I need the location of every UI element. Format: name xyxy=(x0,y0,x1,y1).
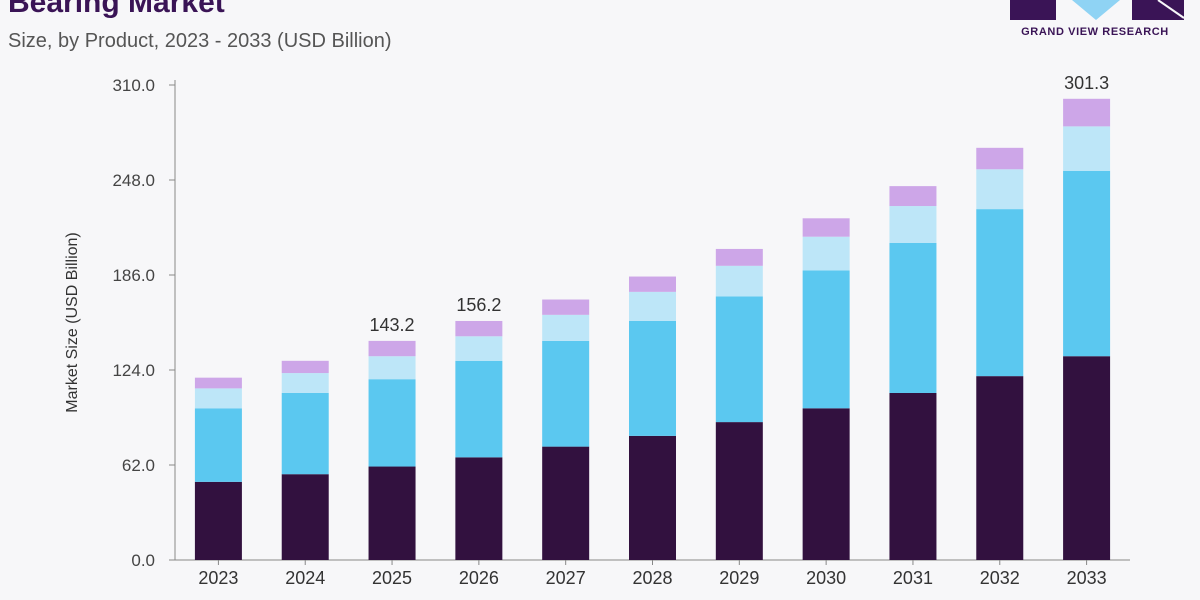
bar-segment-2029-s3 xyxy=(715,265,763,297)
brand-name: GRAND VIEW RESEARCH xyxy=(1021,26,1169,38)
bar-segment-2025-s3 xyxy=(368,356,416,380)
bar-segment-2028-s2 xyxy=(629,320,676,436)
bar-segment-2026-s1 xyxy=(455,457,503,560)
x-tick-label: 2031 xyxy=(893,568,933,588)
data-label-2026: 156.2 xyxy=(456,295,501,315)
bar-segment-2029-s4 xyxy=(715,248,763,266)
bar-segment-2024-s2 xyxy=(281,392,329,475)
chart-title: Bearing Market xyxy=(8,0,225,19)
bar-segment-2031-s2 xyxy=(889,242,937,393)
bar-segment-2027-s1 xyxy=(542,446,590,560)
bar-segment-2026-s2 xyxy=(455,360,503,458)
y-tick-label: 310.0 xyxy=(112,76,155,95)
x-tick-label: 2033 xyxy=(1067,568,1107,588)
bar-segment-2023-s4 xyxy=(194,377,242,389)
chart-axes: 0.0 62.0 124.0 186.0 248.0 310.0 Market Size (… xyxy=(64,76,1130,588)
grand-view-research-logo-icon xyxy=(1010,0,1185,20)
bar-segment-2027-s3 xyxy=(542,314,590,341)
bar-segment-2032-s1 xyxy=(976,376,1024,560)
bar-segment-2029-s1 xyxy=(715,422,763,560)
x-tick-label: 2029 xyxy=(719,568,759,588)
bar-segment-2033-s1 xyxy=(1063,356,1111,560)
bar-segment-2025-s1 xyxy=(368,466,416,560)
bar-segment-2030-s1 xyxy=(802,408,850,560)
y-axis-label: Market Size (USD Billion) xyxy=(64,232,81,412)
bar-segment-2023-s1 xyxy=(194,481,242,560)
bar-segment-2028-s1 xyxy=(629,435,676,560)
data-label-2033: 301.3 xyxy=(1064,73,1109,93)
bar-segment-2027-s4 xyxy=(542,299,590,315)
x-tick-label: 2023 xyxy=(198,568,238,588)
data-label-2025: 143.2 xyxy=(370,315,415,335)
x-tick-label: 2028 xyxy=(632,568,672,588)
bar-segment-2024-s3 xyxy=(281,373,329,393)
bar-segment-2025-s2 xyxy=(368,379,416,467)
chart-labels: 143.2 156.2 301.3 xyxy=(370,73,1110,335)
x-tick-label: 2030 xyxy=(806,568,846,588)
x-tick-label: 2032 xyxy=(980,568,1020,588)
y-tick-label: 248.0 xyxy=(112,171,155,190)
bar-segment-2023-s3 xyxy=(194,388,242,409)
x-tick-label: 2025 xyxy=(372,568,412,588)
y-tick-label: 0.0 xyxy=(131,551,155,570)
bar-segment-2032-s4 xyxy=(976,147,1024,170)
x-tick-label: 2024 xyxy=(285,568,325,588)
chart-bars xyxy=(194,98,1111,560)
bar-segment-2033-s2 xyxy=(1063,170,1111,357)
bar-segment-2030-s4 xyxy=(802,218,850,237)
bar-segment-2024-s1 xyxy=(281,474,329,560)
bar-segment-2027-s2 xyxy=(542,340,590,447)
x-tick-label: 2027 xyxy=(546,568,586,588)
bar-segment-2028-s3 xyxy=(629,291,676,321)
bar-segment-2030-s2 xyxy=(802,270,850,409)
y-tick-label: 62.0 xyxy=(122,456,155,475)
bar-segment-2031-s4 xyxy=(889,186,937,207)
bar-segment-2031-s3 xyxy=(889,206,937,243)
y-tick-label: 186.0 xyxy=(112,266,155,285)
chart-subtitle: Size, by Product, 2023 - 2033 (USD Billi… xyxy=(8,30,392,52)
bar-segment-2031-s1 xyxy=(889,392,937,560)
bar-segment-2032-s2 xyxy=(976,209,1024,377)
bar-segment-2024-s4 xyxy=(281,360,329,374)
y-tick-label: 124.0 xyxy=(112,361,155,380)
bar-segment-2023-s2 xyxy=(194,408,242,482)
bar-segment-2032-s3 xyxy=(976,169,1024,210)
bar-segment-2026-s3 xyxy=(455,336,503,361)
bar-segment-2026-s4 xyxy=(455,320,503,337)
bar-segment-2033-s3 xyxy=(1063,126,1111,171)
bar-segment-2029-s2 xyxy=(715,296,763,423)
bar-segment-2028-s4 xyxy=(629,276,676,292)
bar-segment-2033-s4 xyxy=(1063,98,1111,127)
bar-segment-2030-s3 xyxy=(802,236,850,271)
bar-segment-2025-s4 xyxy=(368,340,416,357)
x-tick-label: 2026 xyxy=(459,568,499,588)
